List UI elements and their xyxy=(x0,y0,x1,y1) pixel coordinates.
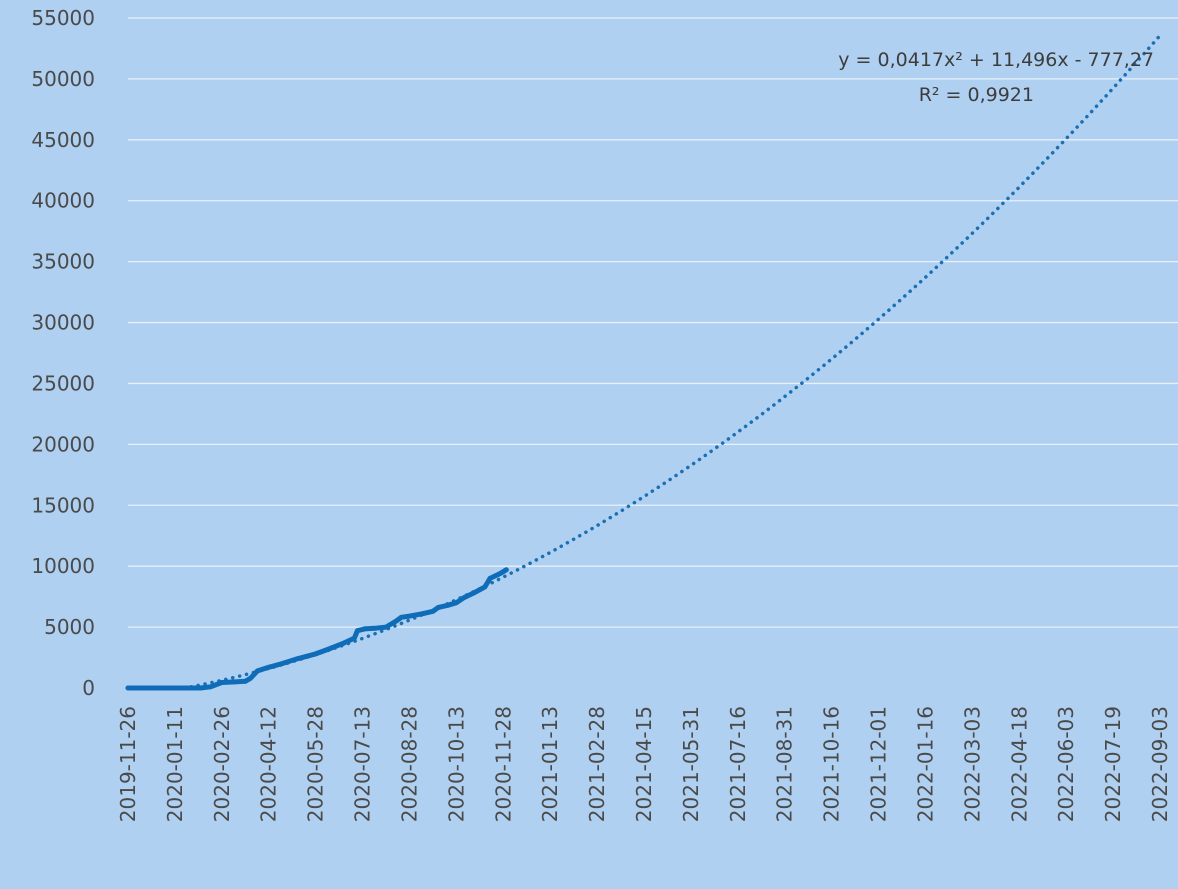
x-tick-label: 2021-04-15 xyxy=(632,706,656,822)
series-point xyxy=(454,600,459,606)
x-tick-label: 2022-09-03 xyxy=(1148,706,1172,822)
series-point xyxy=(266,664,272,670)
y-tick-label: 20000 xyxy=(31,432,95,456)
x-tick-label: 2021-01-13 xyxy=(538,706,562,822)
series-points xyxy=(125,567,509,691)
x-tick-label: 2022-07-19 xyxy=(1101,706,1125,822)
x-tick-label: 2022-04-18 xyxy=(1007,706,1031,822)
x-tick-label: 2021-12-01 xyxy=(867,706,891,822)
series-point xyxy=(461,595,466,601)
x-tick-label: 2020-02-26 xyxy=(210,706,234,822)
series-point xyxy=(219,680,225,685)
x-tick-label: 2022-06-03 xyxy=(1054,706,1078,822)
x-tick-label: 2021-07-16 xyxy=(726,706,750,822)
x-tick-label: 2019-11-26 xyxy=(116,706,140,822)
series-point xyxy=(232,679,238,685)
series-point xyxy=(420,611,426,617)
series-point xyxy=(482,584,488,590)
y-axis-tick-labels: 0 5000 10000 15000 20000 25000 30000 35000 40000… xyxy=(31,6,95,700)
series-point xyxy=(355,628,360,634)
x-tick-label: 2021-02-28 xyxy=(585,706,609,822)
y-tick-label: 25000 xyxy=(31,371,95,395)
y-tick-label: 40000 xyxy=(31,189,95,213)
y-tick-label: 5000 xyxy=(44,615,95,639)
series-point xyxy=(326,646,332,652)
series-point xyxy=(471,590,477,596)
y-tick-label: 10000 xyxy=(31,554,95,578)
x-tick-label: 2021-08-31 xyxy=(773,706,797,822)
series-point xyxy=(198,685,203,691)
y-tick-label: 50000 xyxy=(31,67,95,91)
series-point xyxy=(372,625,378,631)
series-point xyxy=(208,684,214,690)
y-tick-label: 55000 xyxy=(31,6,95,30)
y-tick-label: 15000 xyxy=(31,493,95,517)
series-point xyxy=(362,626,367,632)
trendline-equation: y = 0,0417x² + 11,496x - 777,27 xyxy=(838,49,1154,71)
series-point xyxy=(313,651,318,657)
y-tick-label: 45000 xyxy=(31,128,95,152)
series-point xyxy=(279,661,285,666)
x-tick-label: 2020-01-11 xyxy=(163,706,187,822)
y-tick-label: 35000 xyxy=(31,250,95,274)
x-tick-label: 2021-05-31 xyxy=(679,706,703,822)
y-tick-label: 0 xyxy=(82,676,95,700)
series-point xyxy=(172,685,178,691)
series-point xyxy=(248,675,253,681)
x-axis-tick-labels: 2019-11-26 2020-01-11 2020-02-26 2020-04-12… xyxy=(116,706,1172,822)
x-tick-label: 2020-08-28 xyxy=(397,706,421,822)
x-tick-label: 2020-11-28 xyxy=(491,706,515,822)
series-point xyxy=(503,567,509,573)
x-tick-label: 2020-05-28 xyxy=(304,706,328,822)
x-tick-label: 2022-03-03 xyxy=(960,706,984,822)
series-point xyxy=(497,571,503,576)
series-point xyxy=(435,605,441,610)
x-tick-label: 2020-07-13 xyxy=(351,706,375,822)
series-point xyxy=(407,613,412,619)
series-point xyxy=(487,576,493,581)
series-point xyxy=(398,614,404,620)
series-point xyxy=(341,640,347,646)
series-line xyxy=(125,567,509,691)
x-tick-label: 2022-01-16 xyxy=(913,706,937,822)
series-point xyxy=(255,668,260,674)
series-point xyxy=(294,656,300,662)
gridlines xyxy=(128,17,1178,628)
trendline-r-squared: R² = 0,9921 xyxy=(919,84,1034,106)
series-point xyxy=(125,685,131,691)
y-tick-label: 30000 xyxy=(31,311,95,335)
x-tick-label: 2020-10-13 xyxy=(444,706,468,822)
series-point xyxy=(393,618,399,624)
series-point xyxy=(383,624,389,630)
x-tick-label: 2021-10-16 xyxy=(820,706,844,822)
series-point xyxy=(430,608,436,614)
series-point xyxy=(445,602,451,608)
x-tick-label: 2020-04-12 xyxy=(257,706,281,822)
series-point xyxy=(242,678,248,684)
series-point xyxy=(352,635,357,641)
